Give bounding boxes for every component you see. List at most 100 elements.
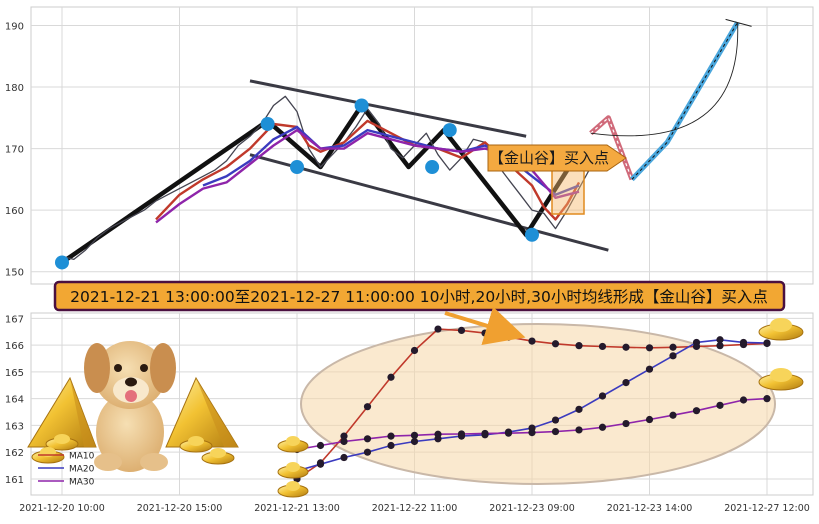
ma-ma20-point <box>410 437 419 446</box>
ma-y-tick-label: 164 <box>5 395 24 406</box>
ma-x-tick-label: 2021-12-21 13:00 <box>254 503 340 514</box>
ma-x-tick-label: 2021-12-20 10:00 <box>19 503 105 514</box>
ma-x-tick-label: 2021-12-27 12:00 <box>724 503 810 514</box>
ma-ma10-point <box>410 346 419 355</box>
ma-ma30-point <box>716 401 724 409</box>
ma-ma30-point <box>363 435 372 443</box>
ma-ma10-point <box>363 403 372 411</box>
price-ma10-line <box>155 119 581 221</box>
ma-y-ticks: 161 162 163 164 165 166 167 <box>5 314 24 486</box>
price-grid <box>31 7 813 284</box>
price-channel <box>249 79 609 252</box>
ma-ma30-point <box>457 430 466 438</box>
ma-ma30-point <box>504 429 513 437</box>
channel-line <box>249 153 609 252</box>
ma-ma10-point <box>340 432 348 440</box>
ma-ma10-point <box>622 343 630 351</box>
ma-ma20-point <box>340 453 348 462</box>
ma-ma30-point <box>763 395 771 403</box>
projection-arc <box>590 22 739 137</box>
title-banner: 2021-12-21 13:00:00至2021-12-27 11:00:00 … <box>53 280 786 312</box>
buy-zone-box <box>551 167 585 215</box>
pivot-marker <box>354 98 369 113</box>
pivot-marker <box>290 160 304 175</box>
ma-ma10-point <box>387 373 395 381</box>
ma-ma30-point <box>434 430 442 438</box>
chart-title: 2021-12-21 13:00:00至2021-12-27 11:00:00 … <box>70 288 768 306</box>
ma-ma30-point <box>528 429 536 437</box>
price-line <box>61 95 592 261</box>
ma-ma20-point <box>363 448 372 456</box>
price-y-ticks: 150 160 170 180 190 <box>5 21 24 278</box>
pivot-marker <box>425 160 440 175</box>
ma-ma10-point <box>716 342 724 350</box>
price-y-tick-label: 160 <box>5 206 24 217</box>
ma-x-tick-label: 2021-12-20 15:00 <box>137 503 223 514</box>
price-y-tick-label: 180 <box>5 83 24 94</box>
ma-ma20-point <box>598 392 607 400</box>
pivot-marker <box>442 123 457 138</box>
ma-ma10-point <box>645 344 654 352</box>
ma-ma20-point <box>716 336 724 344</box>
ma-ma30-point <box>598 423 607 431</box>
ma-ma30-point <box>551 427 560 436</box>
ma-ma20-point <box>316 460 325 468</box>
ma-ma20-point <box>739 338 748 347</box>
ma-ma30-point <box>316 441 325 450</box>
ma-ma30-point <box>575 426 583 434</box>
price-y-tick-label: 190 <box>5 21 24 32</box>
ma-ma10-point <box>481 329 489 337</box>
ma-y-tick-label: 161 <box>5 475 24 486</box>
buy-point-label: 【金山谷】买入点 <box>487 144 627 172</box>
ma-x-tick-label: 2021-12-23 14:00 <box>607 503 693 514</box>
projection-target-tick <box>725 18 752 27</box>
ma-y-tick-label: 165 <box>5 368 24 379</box>
buy-point-label-text: 【金山谷】买入点 <box>489 149 609 167</box>
ma-y-tick-label: 162 <box>5 448 24 459</box>
channel-line <box>249 79 527 138</box>
ma-ma30-point <box>410 431 419 439</box>
ma-ma20-point <box>645 365 654 373</box>
ma-ma20-point <box>763 339 771 347</box>
ma-ma20-point <box>551 416 560 424</box>
ma-ma30-point <box>645 415 654 424</box>
price-y-tick-label: 170 <box>5 145 24 156</box>
highlight-ellipse <box>300 323 776 485</box>
legend-label-ma20: MA20 <box>69 465 95 475</box>
ma-y-tick-label: 166 <box>5 341 24 352</box>
price-y-tick-label: 150 <box>5 268 24 279</box>
ma-ma10-point <box>457 326 466 334</box>
ma-ma20-point <box>622 378 630 387</box>
ma-x-tick-label: 2021-12-23 09:00 <box>489 503 575 514</box>
ma-ma30-point <box>669 411 677 419</box>
ma-y-tick-label: 163 <box>5 421 24 432</box>
trend-arrow <box>444 306 526 345</box>
ma-y-tick-label: 167 <box>5 314 24 325</box>
ma-ma10-point <box>528 337 536 345</box>
ma-x-ticks: 2021-12-20 10:00 2021-12-20 15:00 2021-12-… <box>19 503 810 514</box>
ma-ma20-point <box>669 352 677 360</box>
projection-rise <box>630 21 740 182</box>
ma-x-tick-label: 2021-12-22 11:00 <box>372 503 458 514</box>
ma-ma10-point <box>434 325 442 333</box>
ma-ma10-point <box>598 342 607 351</box>
legend-label-ma10: MA10 <box>69 452 95 462</box>
ma-ma30-point <box>387 432 395 440</box>
ma-ma20-point <box>575 405 583 413</box>
ma-ma30-point <box>692 407 701 415</box>
pivot-marker <box>525 227 539 242</box>
pivot-marker <box>55 255 69 270</box>
ma-ma30-point <box>739 396 748 404</box>
legend: MA10 MA20 MA30 <box>38 452 95 488</box>
ma-ma20-point <box>692 338 701 347</box>
ma-ma20-point <box>387 441 395 450</box>
pivot-marker <box>260 116 275 131</box>
ma-ma30-point <box>622 419 630 428</box>
ma-ma10-point <box>575 342 583 350</box>
ma-ma30-point <box>340 437 348 446</box>
ma-ma10-point <box>551 340 560 348</box>
ma-ma30-point <box>481 429 489 438</box>
ma-ma10-point <box>669 343 677 351</box>
ma-series <box>293 325 771 483</box>
